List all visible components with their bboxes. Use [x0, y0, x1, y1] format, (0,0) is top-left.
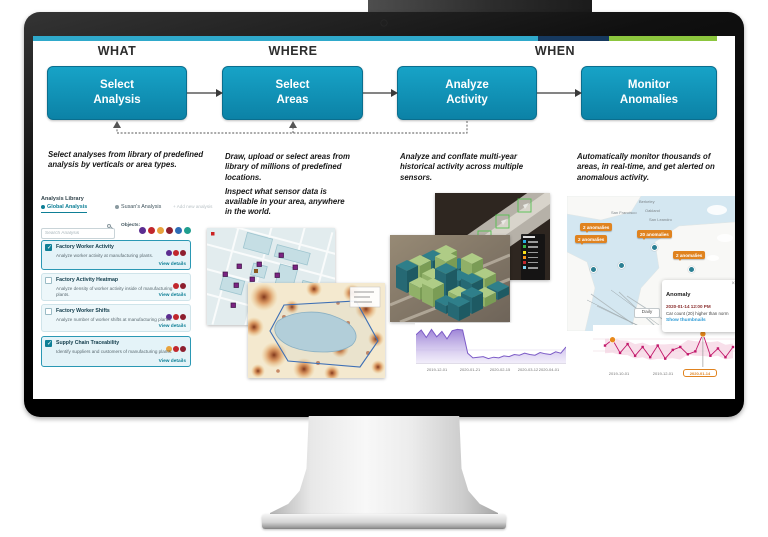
monitor-mount-tab [368, 0, 592, 15]
city-label-san-leandro: San Leandro [649, 217, 672, 222]
x-tick: 2019-10-01 [608, 371, 630, 376]
view-details-link[interactable]: View details [158, 359, 186, 364]
search-wrap [41, 221, 115, 239]
where-description: Draw, upload or select areas from librar… [225, 152, 353, 218]
object-type-icons [166, 339, 187, 357]
card-description: Analyze number of worker shifts at manuf… [56, 317, 172, 322]
show-thumbnails-link[interactable]: Show thumbnails [666, 317, 706, 323]
color-bar-green [609, 36, 717, 41]
monitor-frame: WHAT WHERE WHEN Select Analysis Select A… [24, 12, 744, 417]
tab-label: Susan's Analysis [121, 204, 162, 210]
step-select-areas: Select Areas [222, 66, 363, 120]
analysis-card-factory-worker-shifts[interactable]: Factory Worker Shifts Analyze number of … [41, 304, 191, 332]
what-description: Select analyses from library of predefin… [48, 150, 204, 170]
anomaly-badge[interactable]: 2 anomalies [580, 223, 613, 233]
search-input[interactable] [41, 228, 115, 239]
anomaly-badge[interactable]: 2 anomalies [673, 251, 706, 261]
anomaly-popup: Anomaly × 2020-01-14 12:00 PM Car count … [662, 280, 735, 332]
search-icon [107, 223, 111, 228]
car-count-anomaly-chart: 2019-10-01 2019-12-01 2020-01-14 [593, 325, 735, 381]
activity-3d-map-image [390, 235, 510, 322]
x-tick: 2020-03-12 [517, 367, 539, 372]
popup-timestamp: 2020-01-14 12:00 PM [666, 304, 711, 309]
step-analyze-activity: Analyze Activity [397, 66, 537, 120]
x-tick: 2020-01-21 [459, 367, 481, 372]
tab-global-analysis[interactable]: Global Analysis [41, 204, 88, 213]
where-description-1: Draw, upload or select areas from librar… [225, 152, 350, 182]
where-description-2: Inspect what sensor data is available in… [225, 186, 345, 217]
card-title: Factory Worker Activity [56, 244, 114, 250]
tab-susans-analysis[interactable]: Susan's Analysis [115, 204, 161, 212]
daily-button[interactable]: Daily [634, 308, 660, 318]
tab-add-analysis[interactable]: + Add new analysis [173, 204, 212, 211]
step-monitor-anomalies: Monitor Anomalies [581, 66, 717, 120]
card-description: Analyze density of worker activity insid… [56, 286, 173, 297]
anomaly-badge[interactable]: 20 anomalies [637, 230, 672, 240]
analysis-card-factory-worker-activity[interactable]: Factory Worker Activity Analyze worker a… [41, 240, 191, 270]
area-chart-plot [416, 328, 566, 364]
checkbox[interactable] [45, 244, 52, 251]
globe-icon [41, 205, 45, 209]
heatmap-area-image [248, 283, 385, 378]
object-type-icons [173, 276, 187, 294]
card-title: Factory Activity Heatmap [56, 277, 119, 283]
monitor-description: Automatically monitor thousands of areas… [577, 152, 715, 182]
tab-label: Global Analysis [47, 204, 88, 210]
color-bar-teal [33, 36, 538, 41]
line-chart-plot [593, 330, 735, 367]
user-icon [115, 205, 119, 209]
close-icon[interactable]: × [731, 281, 735, 287]
sensor-legend [521, 234, 545, 280]
object-filter-icons[interactable] [139, 221, 193, 239]
monitor-stand [270, 416, 498, 517]
anomaly-marker[interactable] [651, 244, 658, 251]
header-when: WHEN [534, 44, 576, 58]
step-select-analysis: Select Analysis [47, 66, 187, 120]
anomaly-marker[interactable] [618, 262, 625, 269]
webcam-icon [381, 20, 387, 26]
analyze-description: Analyze and conflate multi-year historic… [400, 152, 524, 182]
card-title: Factory Worker Shifts [56, 308, 110, 314]
header-where: WHERE [268, 44, 318, 58]
card-description: Identify suppliers and customers of manu… [56, 349, 173, 354]
object-type-icons [166, 307, 187, 325]
city-label-berkeley: Berkeley [639, 199, 655, 204]
city-label-oakland: Oakland [645, 208, 660, 213]
anomaly-badge[interactable]: 2 anomalies [575, 235, 608, 245]
checkbox[interactable] [45, 308, 52, 315]
object-type-icons [166, 243, 187, 261]
checkbox[interactable] [45, 277, 52, 284]
popup-title: Anomaly [666, 292, 691, 298]
view-details-link[interactable]: View details [158, 324, 186, 329]
x-tick: 2020-04-01 [538, 367, 560, 372]
anomaly-marker[interactable] [688, 266, 695, 273]
checkbox[interactable] [45, 340, 52, 347]
x-tick: 2020-02-15 [489, 367, 511, 372]
x-tick: 2019-12-01 [652, 371, 674, 376]
analysis-card-factory-activity-heatmap[interactable]: Factory Activity Heatmap Analyze density… [41, 273, 191, 301]
objects-label: Objects: [121, 223, 141, 228]
view-details-link[interactable]: View details [158, 293, 186, 298]
card-description: Analyze worker activity at manufacturing… [56, 253, 154, 258]
activity-timeline-chart: 2019-12-01 2020-01-21 2020-02-15 2020-03… [415, 323, 567, 375]
anomaly-marker[interactable] [590, 266, 597, 273]
popup-message: Car count (20) higher than norm [666, 310, 729, 316]
x-tick: 2019-12-01 [426, 367, 448, 372]
color-bar-navy [538, 36, 609, 41]
tab-label: + Add new analysis [173, 204, 213, 209]
monitor-base [262, 514, 506, 529]
view-details-link[interactable]: View details [158, 262, 186, 267]
card-title: Supply Chain Traceability [56, 340, 120, 346]
brand-color-bar [33, 36, 735, 41]
header-what: WHAT [97, 44, 137, 58]
analysis-library-title: Analysis Library [41, 196, 84, 202]
screen: WHAT WHERE WHEN Select Analysis Select A… [33, 36, 735, 399]
city-label-san-francisco: San Francisco [611, 210, 637, 215]
analysis-card-supply-chain-traceability[interactable]: Supply Chain Traceability Identify suppl… [41, 336, 191, 367]
x-tick-highlighted[interactable]: 2020-01-14 [683, 369, 717, 377]
